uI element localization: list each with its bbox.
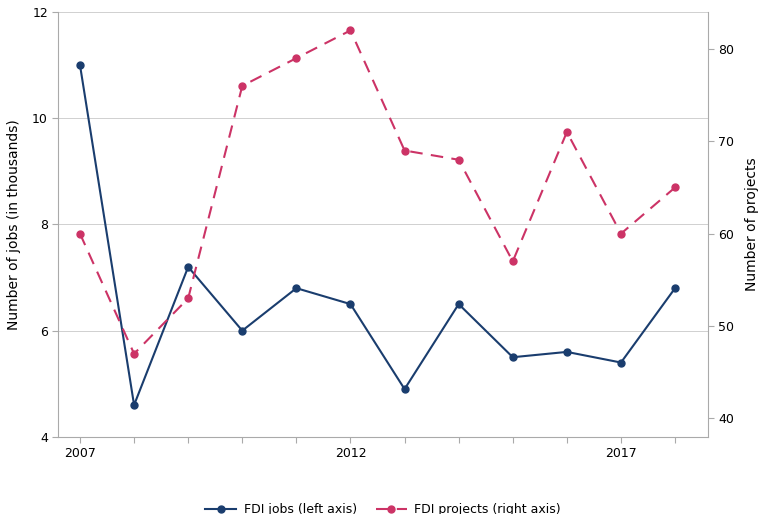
Y-axis label: Number of jobs (in thousands): Number of jobs (in thousands) xyxy=(7,119,21,330)
FDI projects (right axis) xyxy=(508,259,517,265)
FDI jobs (left axis) xyxy=(237,327,247,334)
Line: FDI jobs (left axis): FDI jobs (left axis) xyxy=(77,62,679,409)
Legend: FDI jobs (left axis), FDI projects (right axis): FDI jobs (left axis), FDI projects (righ… xyxy=(200,499,566,514)
FDI projects (right axis) xyxy=(454,157,463,163)
FDI jobs (left axis) xyxy=(670,285,679,291)
Y-axis label: Number of projects: Number of projects xyxy=(745,158,759,291)
FDI projects (right axis) xyxy=(346,27,355,33)
FDI projects (right axis) xyxy=(562,129,571,135)
FDI jobs (left axis) xyxy=(292,285,301,291)
FDI jobs (left axis) xyxy=(346,301,355,307)
FDI jobs (left axis) xyxy=(617,359,626,365)
Line: FDI projects (right axis): FDI projects (right axis) xyxy=(77,27,679,357)
FDI jobs (left axis) xyxy=(508,354,517,360)
FDI projects (right axis) xyxy=(292,55,301,61)
FDI projects (right axis) xyxy=(400,148,409,154)
FDI projects (right axis) xyxy=(237,83,247,89)
FDI projects (right axis) xyxy=(129,351,139,357)
FDI jobs (left axis) xyxy=(129,402,139,408)
FDI jobs (left axis) xyxy=(184,264,193,270)
FDI projects (right axis) xyxy=(617,231,626,237)
FDI projects (right axis) xyxy=(184,295,193,301)
FDI jobs (left axis) xyxy=(562,349,571,355)
FDI projects (right axis) xyxy=(75,231,84,237)
FDI jobs (left axis) xyxy=(75,62,84,68)
FDI jobs (left axis) xyxy=(454,301,463,307)
FDI jobs (left axis) xyxy=(400,386,409,392)
FDI projects (right axis) xyxy=(670,185,679,191)
